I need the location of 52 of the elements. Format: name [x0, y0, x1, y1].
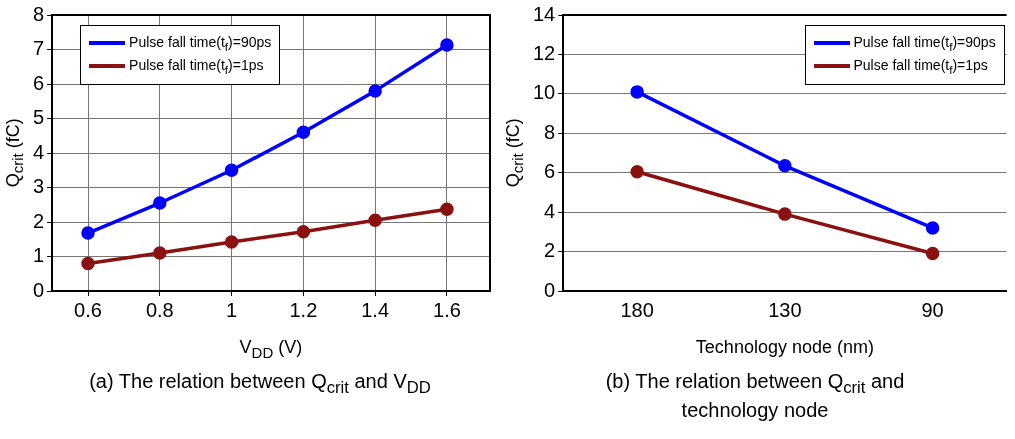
point: [925, 246, 940, 261]
legend-label: Pulse fall time(t$_{f}$)=1ps: [129, 56, 264, 76]
y-tick-label: 14: [533, 2, 556, 25]
y-tick-label: 4: [544, 199, 556, 222]
x-tick-label: 1: [226, 298, 238, 321]
y-tick-label: 10: [533, 81, 556, 104]
y-tick-label: 8: [33, 2, 45, 25]
y-tick-label: 3: [33, 175, 45, 198]
point: [778, 207, 792, 221]
legend-label: Pulse fall time(t$_{f}$)=1ps: [853, 56, 988, 76]
y-tick-label: 1: [33, 244, 45, 267]
y-tick-label: 7: [33, 37, 45, 60]
point: [296, 224, 311, 239]
point: [153, 196, 167, 210]
x-tick-label: 0.6: [74, 298, 102, 321]
y-tick-label: 2: [544, 239, 556, 262]
point: [778, 159, 792, 173]
point: [153, 246, 167, 260]
legend-label: Pulse fall time(t$_{f}$)=90ps: [129, 34, 272, 53]
legend-label: Pulse fall time(t$_{f}$)=90ps: [853, 34, 996, 53]
y-tick-label: 0: [544, 278, 556, 301]
x-tick-label: 1.6: [433, 298, 461, 321]
y-tick-label: 0: [33, 278, 45, 301]
point: [81, 256, 95, 271]
x-tick-label: 0.8: [145, 298, 174, 321]
point: [440, 38, 454, 52]
point: [630, 85, 644, 99]
x-tick-label: 180: [620, 298, 654, 321]
point: [630, 164, 644, 179]
x-axis-title: Technology node (nm): [695, 337, 874, 358]
text: (b) The relation between Q$_{crit}$ and technology node: [605, 370, 905, 421]
y-tick-label: 12: [533, 41, 556, 64]
y-tick-label: 4: [33, 140, 45, 163]
point: [440, 202, 454, 216]
y-tick-label: 2: [33, 209, 45, 232]
point: [925, 221, 940, 235]
y-tick-label: 6: [33, 71, 45, 94]
x-tick-label: 1.2: [289, 298, 318, 321]
y-tick-label: 8: [544, 120, 556, 143]
x-tick-label: 90: [921, 298, 944, 321]
point: [224, 163, 239, 177]
point: [368, 84, 382, 98]
text: (a) The relation between Q$_{crit}$ and V$_{DD}$: [88, 370, 432, 399]
x-tick-label: 1.4: [361, 298, 390, 321]
point: [81, 226, 95, 240]
x-axis-title: V$_{DD}$ (V): [239, 337, 303, 361]
point: [296, 125, 311, 140]
y-tick-label: 5: [33, 106, 45, 129]
point: [224, 235, 239, 249]
point: [368, 213, 382, 228]
y-tick-label: 6: [544, 160, 556, 183]
x-tick-label: 130: [768, 298, 802, 321]
